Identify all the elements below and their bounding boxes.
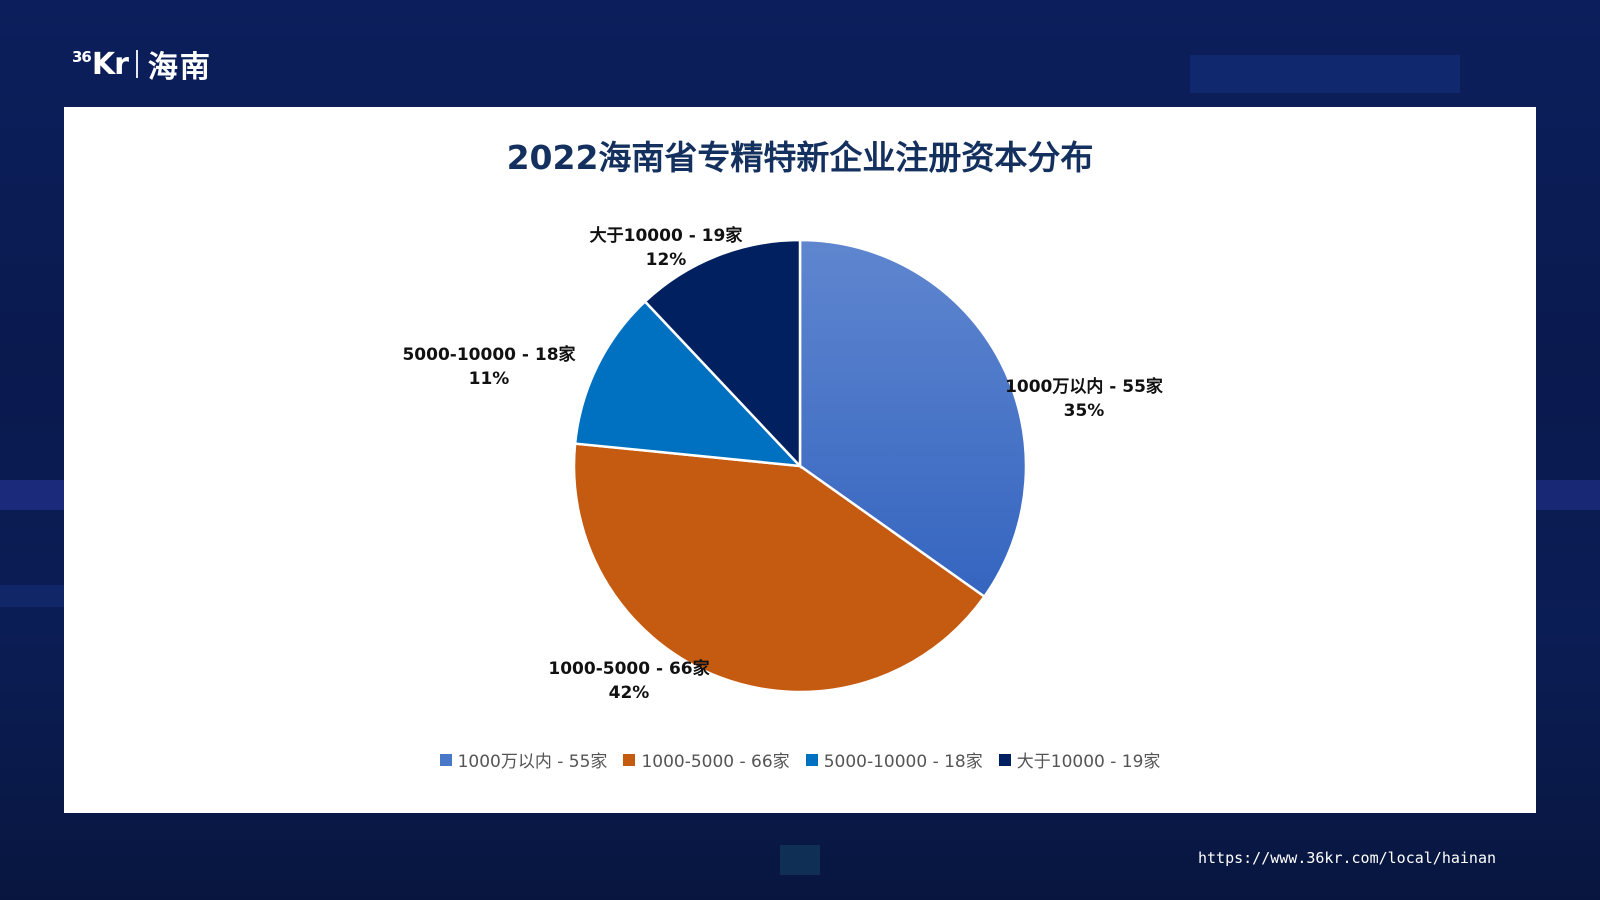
slice-data-label: 1000-5000 - 66家 42%: [548, 657, 709, 705]
slice-label-name: 大于10000 - 19家: [589, 226, 743, 246]
slice-data-label: 1000万以内 - 55家 35%: [1005, 375, 1163, 423]
legend-swatch: [623, 753, 636, 766]
logo-mark: 36Kr: [72, 46, 129, 82]
pie-slice: [643, 238, 802, 470]
background-decoration: [0, 585, 64, 607]
background-decoration: [1190, 55, 1460, 93]
pie-chart: [572, 238, 1028, 694]
brand-logo: 36Kr 海南: [72, 42, 212, 86]
legend-label: 大于10000 - 19家: [1016, 752, 1161, 772]
legend-swatch: [805, 753, 818, 766]
legend-label: 1000万以内 - 55家: [457, 752, 608, 772]
legend-swatch: [439, 753, 452, 766]
background-decoration: [1536, 480, 1600, 510]
legend-label: 1000-5000 - 66家: [641, 752, 790, 772]
chart-panel: 2022海南省专精特新企业注册资本分布 1000万以内 - 55家 35% 1000…: [64, 107, 1536, 813]
slice-data-label: 5000-10000 - 18家 11%: [402, 343, 575, 391]
slice-label-percent: 12%: [645, 250, 687, 270]
slice-label-name: 1000-5000 - 66家: [548, 659, 710, 679]
slice-label-name: 5000-10000 - 18家: [402, 345, 576, 365]
legend-item: 1000-5000 - 66家: [623, 747, 790, 772]
chart-title: 2022海南省专精特新企业注册资本分布: [506, 138, 1094, 177]
logo-region: 海南: [147, 50, 212, 85]
background-decoration: [780, 845, 820, 875]
slice-label-percent: 35%: [1063, 401, 1105, 421]
pie-slice: [572, 442, 987, 694]
background-decoration: [0, 480, 64, 510]
slice-data-label: 大于10000 - 19家 12%: [590, 224, 743, 272]
legend-item: 1000万以内 - 55家: [439, 747, 608, 772]
slice-label-name: 1000万以内 - 55家: [1005, 377, 1163, 397]
pie-slice: [573, 299, 804, 468]
footer-url[interactable]: https://www.36kr.com/local/hainan: [1197, 849, 1496, 867]
legend-label: 5000-10000 - 18家: [823, 752, 983, 772]
slice-label-percent: 42%: [608, 683, 650, 703]
pie-slice: [798, 238, 1028, 599]
logo-separator: [135, 50, 138, 78]
legend-item: 大于10000 - 19家: [998, 747, 1161, 772]
legend-swatch: [998, 753, 1011, 766]
legend-item: 5000-10000 - 18家: [805, 747, 983, 772]
slice-label-percent: 11%: [468, 369, 510, 389]
chart-legend: 1000万以内 - 55家 1000-5000 - 66家 5000-10000 -…: [64, 747, 1536, 772]
